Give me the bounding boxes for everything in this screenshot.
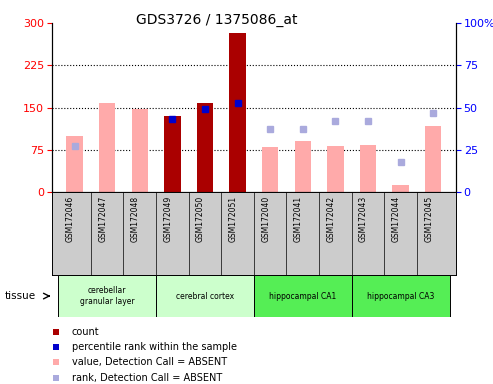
Bar bbox=[99, 103, 115, 192]
Bar bbox=[327, 146, 344, 192]
Text: GSM172047: GSM172047 bbox=[98, 196, 107, 242]
Text: GSM172043: GSM172043 bbox=[359, 196, 368, 242]
Text: GSM172051: GSM172051 bbox=[229, 196, 238, 242]
Bar bbox=[352, 275, 450, 317]
Text: percentile rank within the sample: percentile rank within the sample bbox=[72, 342, 237, 352]
Bar bbox=[164, 116, 180, 192]
Bar bbox=[132, 109, 148, 192]
Bar bbox=[392, 185, 409, 192]
Text: hippocampal CA1: hippocampal CA1 bbox=[269, 291, 336, 301]
Bar bbox=[425, 126, 441, 192]
Text: hippocampal CA3: hippocampal CA3 bbox=[367, 291, 434, 301]
Bar bbox=[295, 141, 311, 192]
Bar bbox=[262, 147, 279, 192]
Text: GSM172044: GSM172044 bbox=[391, 196, 401, 242]
Bar bbox=[254, 275, 352, 317]
Bar bbox=[67, 136, 83, 192]
Text: GSM172041: GSM172041 bbox=[294, 196, 303, 242]
Text: GSM172042: GSM172042 bbox=[326, 196, 335, 242]
Bar bbox=[156, 275, 254, 317]
Text: GSM172045: GSM172045 bbox=[424, 196, 433, 242]
Bar bbox=[360, 145, 376, 192]
Text: GSM172049: GSM172049 bbox=[163, 196, 173, 242]
Bar bbox=[197, 103, 213, 192]
Text: GSM172046: GSM172046 bbox=[66, 196, 74, 242]
Text: tissue: tissue bbox=[5, 291, 36, 301]
Bar bbox=[229, 33, 246, 192]
Text: cerebral cortex: cerebral cortex bbox=[176, 291, 234, 301]
Text: cerebellar
granular layer: cerebellar granular layer bbox=[80, 286, 135, 306]
Bar bbox=[58, 275, 156, 317]
Text: rank, Detection Call = ABSENT: rank, Detection Call = ABSENT bbox=[72, 372, 222, 383]
Text: value, Detection Call = ABSENT: value, Detection Call = ABSENT bbox=[72, 358, 227, 367]
Text: GSM172040: GSM172040 bbox=[261, 196, 270, 242]
Text: GSM172048: GSM172048 bbox=[131, 196, 140, 242]
Text: GSM172050: GSM172050 bbox=[196, 196, 205, 242]
Text: count: count bbox=[72, 327, 100, 337]
Text: GDS3726 / 1375086_at: GDS3726 / 1375086_at bbox=[136, 13, 298, 27]
